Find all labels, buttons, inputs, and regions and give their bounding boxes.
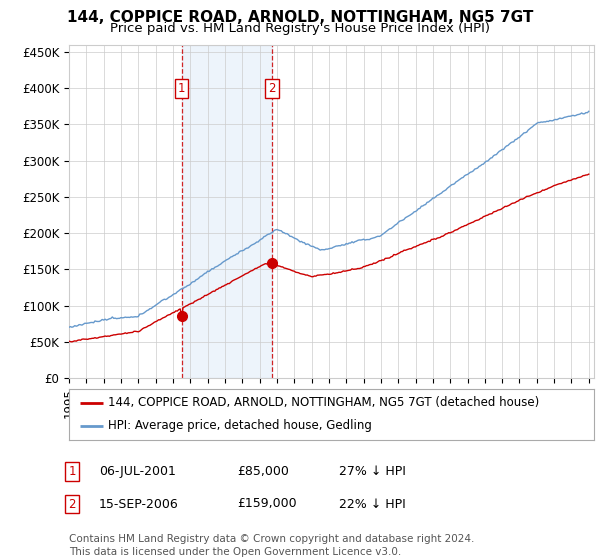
Text: HPI: Average price, detached house, Gedling: HPI: Average price, detached house, Gedl… <box>109 419 372 432</box>
Text: 2: 2 <box>268 82 275 95</box>
Text: 2: 2 <box>68 497 76 511</box>
Text: 1: 1 <box>68 465 76 478</box>
Text: 1: 1 <box>178 82 185 95</box>
Text: 15-SEP-2006: 15-SEP-2006 <box>99 497 179 511</box>
Text: £85,000: £85,000 <box>237 465 289 478</box>
Text: Price paid vs. HM Land Registry's House Price Index (HPI): Price paid vs. HM Land Registry's House … <box>110 22 490 35</box>
Text: 22% ↓ HPI: 22% ↓ HPI <box>339 497 406 511</box>
Text: 144, COPPICE ROAD, ARNOLD, NOTTINGHAM, NG5 7GT (detached house): 144, COPPICE ROAD, ARNOLD, NOTTINGHAM, N… <box>109 396 539 409</box>
Text: Contains HM Land Registry data © Crown copyright and database right 2024.
This d: Contains HM Land Registry data © Crown c… <box>69 534 475 557</box>
Bar <box>182 45 272 378</box>
Text: 06-JUL-2001: 06-JUL-2001 <box>99 465 176 478</box>
Text: 27% ↓ HPI: 27% ↓ HPI <box>339 465 406 478</box>
Text: 144, COPPICE ROAD, ARNOLD, NOTTINGHAM, NG5 7GT: 144, COPPICE ROAD, ARNOLD, NOTTINGHAM, N… <box>67 10 533 25</box>
Text: £159,000: £159,000 <box>237 497 296 511</box>
